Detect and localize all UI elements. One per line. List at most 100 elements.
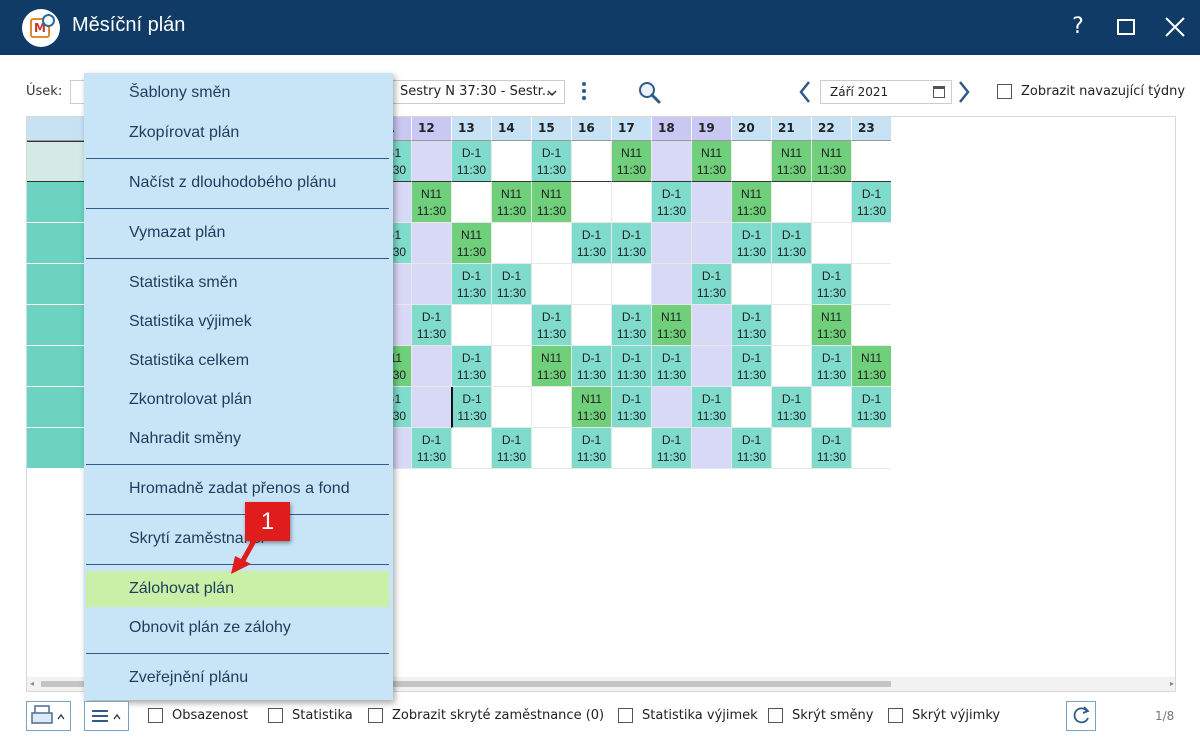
shift-cell[interactable] [691, 182, 731, 223]
shift-cell[interactable] [731, 264, 771, 305]
shift-cell[interactable] [491, 387, 531, 428]
name-column-header[interactable]: Zaměst [27, 117, 91, 141]
day-header[interactable]: 21 [771, 117, 811, 141]
shift-cell[interactable] [651, 141, 691, 182]
menu-button[interactable] [84, 701, 129, 731]
employee-name-cell[interactable]: Slámov [27, 428, 91, 469]
close-button[interactable] [1160, 12, 1190, 42]
menu-item[interactable]: Načíst z dlouhodobého plánu [129, 174, 337, 191]
menu-item[interactable]: Obnovit plán ze zálohy [129, 619, 291, 636]
shift-cell[interactable] [411, 264, 451, 305]
shift-cell[interactable] [611, 182, 651, 223]
menu-item[interactable]: Zkontrolovat plán [129, 391, 252, 408]
shift-cell[interactable] [771, 305, 811, 346]
shift-cell[interactable] [771, 428, 811, 469]
shift-cell[interactable] [811, 387, 851, 428]
shift-cell[interactable] [411, 346, 451, 387]
menu-item[interactable]: Šablony směn [129, 84, 231, 101]
next-month-button[interactable] [956, 79, 972, 105]
day-header[interactable]: 17 [611, 117, 651, 141]
shift-cell[interactable] [411, 223, 451, 264]
help-button[interactable]: ? [1072, 14, 1084, 39]
shift-cell[interactable] [411, 141, 451, 182]
shift-cell[interactable] [571, 305, 611, 346]
shift-cell[interactable] [851, 305, 891, 346]
shift-cell[interactable] [491, 305, 531, 346]
group-select[interactable]: Sestry N 37:30 - Sestr... [391, 80, 565, 104]
day-header[interactable]: 12 [411, 117, 451, 141]
day-header[interactable]: 23 [851, 117, 891, 141]
menu-item[interactable]: Statistika směn [129, 274, 238, 291]
day-header[interactable]: 15 [531, 117, 571, 141]
shift-cell[interactable] [731, 141, 771, 182]
day-header[interactable]: 16 [571, 117, 611, 141]
day-header[interactable]: 22 [811, 117, 851, 141]
shift-cell[interactable] [451, 182, 491, 223]
shift-cell[interactable] [851, 141, 891, 182]
shift-cell[interactable] [611, 264, 651, 305]
occupancy-checkbox[interactable] [148, 708, 163, 723]
statistics-checkbox[interactable] [268, 708, 283, 723]
shift-cell[interactable] [811, 223, 851, 264]
shift-cell[interactable] [691, 428, 731, 469]
day-header[interactable]: 18 [651, 117, 691, 141]
shift-cell[interactable] [531, 264, 571, 305]
previous-month-button[interactable] [797, 79, 813, 105]
shift-cell[interactable] [531, 223, 571, 264]
hide-shifts-checkbox[interactable] [768, 708, 783, 723]
shift-cell[interactable] [651, 387, 691, 428]
scrollbar-thumb[interactable] [41, 681, 891, 687]
menu-item[interactable]: Zveřejnění plánu [129, 669, 249, 686]
refresh-button[interactable] [1066, 701, 1096, 731]
employee-name-cell[interactable]: Brabco [27, 182, 91, 223]
shift-cell[interactable] [771, 182, 811, 223]
search-icon[interactable] [637, 80, 661, 104]
usek-select[interactable] [70, 80, 86, 104]
menu-item[interactable]: Zkopírovat plán [129, 124, 240, 141]
exceptions-statistics-checkbox[interactable] [618, 708, 633, 723]
show-hidden-employees-checkbox[interactable] [368, 708, 383, 723]
day-header[interactable]: 19 [691, 117, 731, 141]
shift-cell[interactable] [651, 223, 691, 264]
menu-item[interactable]: Hromadně zadat přenos a fond [129, 480, 350, 497]
month-picker[interactable]: Září 2021 [820, 80, 952, 104]
shift-cell[interactable] [771, 264, 811, 305]
employee-name-cell[interactable]: Novota [27, 387, 91, 428]
menu-item[interactable]: Nahradit směny [129, 430, 242, 447]
employee-name-cell[interactable]: Adame(999) [27, 141, 91, 182]
shift-cell[interactable] [691, 305, 731, 346]
maximize-button[interactable] [1111, 12, 1141, 42]
shift-cell[interactable] [451, 428, 491, 469]
